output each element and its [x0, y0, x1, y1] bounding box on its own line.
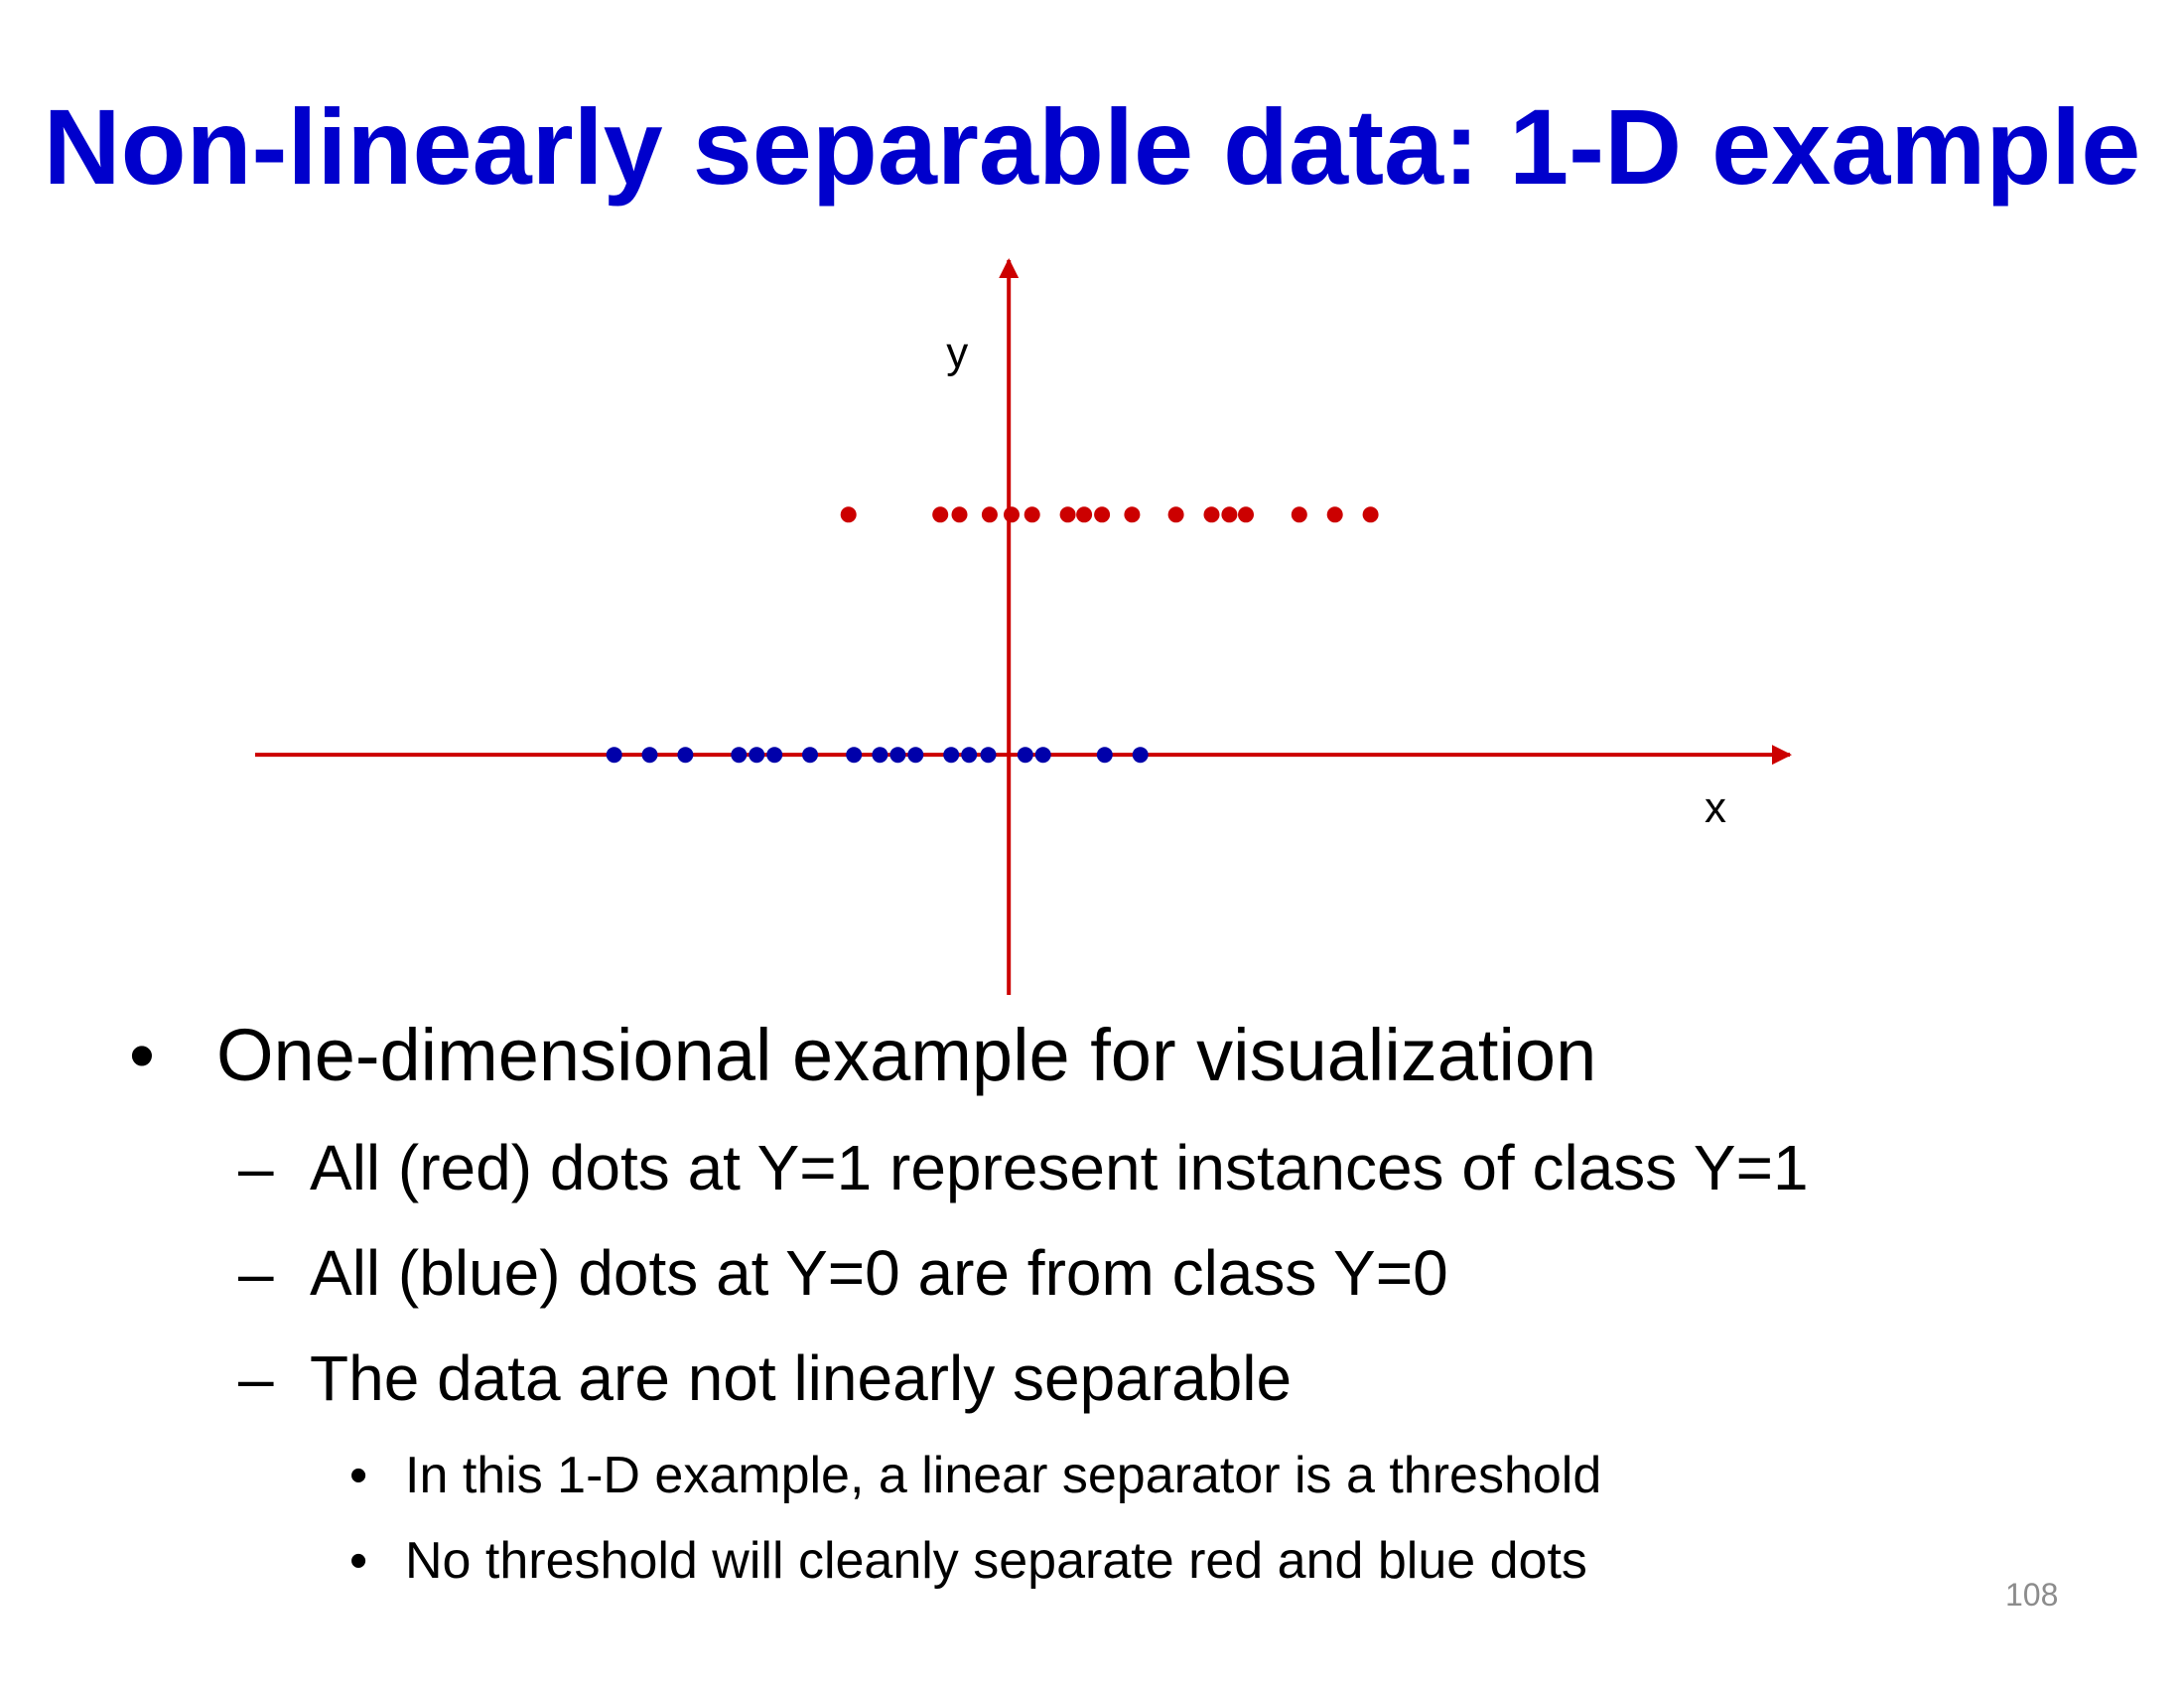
slide-title: Non-linearly separable data: 1-D example [43, 86, 2141, 207]
blue-data-point [731, 747, 748, 764]
blue-data-point [1096, 747, 1113, 764]
blue-data-point [846, 747, 863, 764]
dash-marker: – [238, 1237, 274, 1309]
red-data-point [1094, 506, 1111, 523]
blue-data-point [889, 747, 906, 764]
bullet-text: All (red) dots at Y=1 represent instance… [310, 1132, 1809, 1203]
bullet-text: The data are not linearly separable [310, 1342, 1293, 1414]
axes [255, 258, 1792, 995]
blue-data-point [1034, 747, 1051, 764]
red-data-point [1362, 506, 1379, 523]
dash-marker: – [238, 1132, 274, 1203]
blue-data-point [872, 747, 888, 764]
blue-data-point [766, 747, 783, 764]
blue-data-point [1132, 747, 1149, 764]
bullet-text: In this 1-D example, a linear separator … [405, 1447, 1602, 1504]
x-axis-label: x [1705, 783, 1726, 832]
axis-labels: y x [946, 329, 1726, 832]
red-data-point [1221, 506, 1238, 523]
bullet-marker: • [349, 1532, 368, 1590]
blue-data-point [961, 747, 978, 764]
dash-marker: – [238, 1342, 274, 1414]
red-data-point [1326, 506, 1343, 523]
blue-data-point [943, 747, 960, 764]
red-data-point [1238, 506, 1254, 523]
blue-data-point [1017, 747, 1033, 764]
red-data-point [1167, 506, 1184, 523]
red-data-point [932, 506, 949, 523]
red-data-point [1124, 506, 1141, 523]
page-number: 108 [2005, 1577, 2059, 1613]
blue-data-point [749, 747, 765, 764]
blue-data-point [907, 747, 924, 764]
red-data-point [1024, 506, 1040, 523]
red-data-point [840, 506, 857, 523]
y-axis-label: y [946, 329, 968, 377]
red-data-point [1059, 506, 1076, 523]
blue-data-point [677, 747, 694, 764]
blue-data-point [980, 747, 997, 764]
red-data-point [1076, 506, 1093, 523]
scatter-chart: y x [255, 258, 1792, 995]
blue-data-point [802, 747, 818, 764]
red-data-point [951, 506, 968, 523]
red-data-point [1203, 506, 1220, 523]
data-points [606, 506, 1379, 764]
bullet-text: All (blue) dots at Y=0 are from class Y=… [310, 1237, 1448, 1309]
red-data-point [1004, 506, 1020, 523]
bullet-marker: • [349, 1447, 368, 1504]
blue-data-point [641, 747, 658, 764]
bullet-text: No threshold will cleanly separate red a… [405, 1532, 1587, 1590]
blue-data-point [606, 747, 622, 764]
red-data-point [1291, 506, 1307, 523]
red-data-point [981, 506, 998, 523]
